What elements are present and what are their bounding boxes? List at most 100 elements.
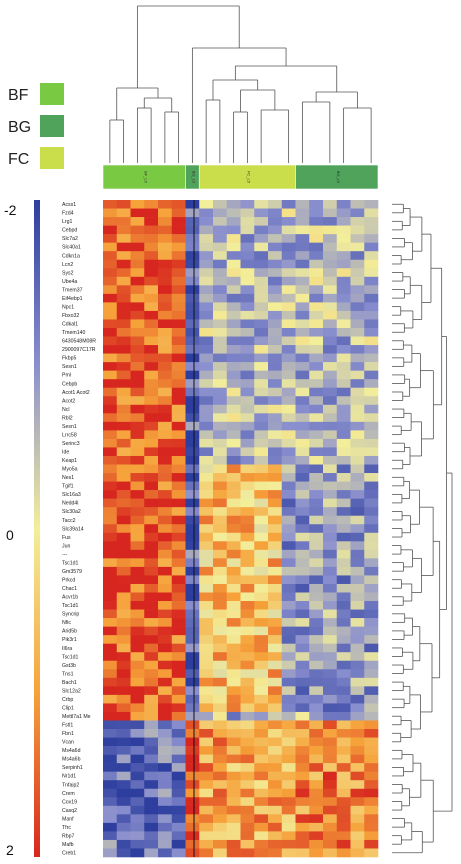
heatmap-cell	[144, 515, 159, 525]
heatmap-cell	[130, 788, 145, 798]
heatmap-cell	[295, 609, 310, 619]
row-label: Acot2	[62, 398, 75, 404]
heatmap-cell	[281, 319, 296, 329]
heatmap-cell	[158, 814, 173, 824]
heatmap-cell	[364, 822, 379, 832]
heatmap-cell	[116, 626, 131, 636]
heatmap-cell	[213, 336, 228, 346]
heatmap-cell	[116, 217, 131, 226]
heatmap-cell	[281, 217, 296, 226]
heatmap-cell	[350, 438, 365, 448]
heatmap-cell	[295, 276, 310, 286]
heatmap-cell	[158, 754, 173, 764]
heatmap-cell	[364, 217, 379, 226]
heatmap-cell	[226, 310, 241, 320]
heatmap-cell	[364, 259, 379, 269]
heatmap-cell	[130, 549, 145, 559]
heatmap-cell	[213, 746, 228, 755]
heatmap-cell	[268, 541, 283, 551]
heatmap-cell	[185, 746, 200, 755]
heatmap-cell	[213, 217, 228, 226]
heatmap-cell	[171, 430, 186, 440]
heatmap-cell	[226, 822, 241, 832]
heatmap-cell	[350, 490, 365, 499]
heatmap-cell	[281, 379, 296, 389]
heatmap-cell	[103, 575, 118, 585]
heatmap-cell	[213, 780, 228, 790]
heatmap-cell	[116, 310, 131, 320]
heatmap-cell	[226, 601, 241, 610]
heatmap-cell	[254, 754, 269, 764]
heatmap-cell	[144, 387, 159, 397]
heatmap-cell	[158, 327, 173, 337]
heatmap-cell	[240, 788, 255, 798]
heatmap-cell	[268, 660, 283, 670]
heatmap-cell	[240, 379, 255, 389]
heatmap-cell	[171, 609, 186, 619]
heatmap-cell	[158, 618, 173, 627]
heatmap-cell	[336, 686, 351, 696]
heatmap-cell	[199, 788, 214, 798]
heatmap-cell	[130, 524, 145, 534]
heatmap-cell	[185, 780, 200, 790]
heatmap-cell	[254, 200, 269, 209]
heatmap-cell	[185, 737, 200, 747]
heatmap-cell	[336, 831, 351, 841]
heatmap-cell	[226, 430, 241, 440]
heatmap-cell	[199, 225, 214, 235]
heatmap-cell	[199, 831, 214, 841]
heatmap-cell	[336, 310, 351, 320]
heatmap-cell	[116, 848, 131, 858]
heatmap-cell	[281, 532, 296, 542]
heatmap-cell	[240, 413, 255, 423]
heatmap-cell	[185, 498, 200, 508]
heatmap-cell	[336, 763, 351, 772]
heatmap-cell	[295, 754, 310, 764]
heatmap-cell	[199, 558, 214, 568]
heatmap-cell	[226, 575, 241, 585]
heatmap-cell	[103, 225, 118, 235]
heatmap-cell	[364, 694, 379, 704]
heatmap-cell	[254, 507, 269, 516]
heatmap-cell	[226, 285, 241, 295]
heatmap-cell	[364, 848, 379, 858]
heatmap-cell	[116, 583, 131, 593]
row-label: Tmem37	[62, 287, 83, 293]
heatmap-cell	[226, 618, 241, 627]
row-label: Mafb	[62, 842, 74, 848]
heatmap-cell	[364, 370, 379, 380]
heatmap-cell	[364, 711, 379, 721]
heatmap-cell	[323, 438, 338, 448]
heatmap-cell	[158, 217, 173, 226]
heatmap-cell	[309, 763, 324, 772]
heatmap-cell	[323, 276, 338, 286]
heatmap-cell	[226, 217, 241, 226]
row-label: Arid5b	[62, 629, 77, 635]
heatmap-cell	[254, 652, 269, 662]
heatmap-cell	[281, 507, 296, 516]
heatmap-cell	[254, 643, 269, 653]
heatmap-cell	[295, 788, 310, 798]
heatmap-cell	[323, 729, 338, 738]
heatmap-cell	[254, 660, 269, 670]
heatmap-cell	[240, 643, 255, 653]
heatmap-cell	[171, 711, 186, 721]
heatmap-cell	[350, 703, 365, 713]
legend-swatch-fc	[40, 147, 64, 169]
heatmap-cell	[364, 583, 379, 593]
heatmap-cell	[130, 336, 145, 346]
heatmap-cell	[185, 797, 200, 807]
group-bar-label: FC_L5	[246, 171, 251, 184]
heatmap-cell	[364, 353, 379, 363]
heatmap-cell	[254, 438, 269, 448]
heatmap-cell	[336, 473, 351, 482]
heatmap-cell	[309, 618, 324, 627]
heatmap-cell	[364, 780, 379, 790]
heatmap-cell	[199, 327, 214, 337]
heatmap-cell	[323, 421, 338, 431]
heatmap-cell	[103, 694, 118, 704]
heatmap-cell	[130, 208, 145, 218]
heatmap-cell	[364, 200, 379, 209]
heatmap-cell	[213, 788, 228, 798]
heatmap-cell	[336, 566, 351, 576]
